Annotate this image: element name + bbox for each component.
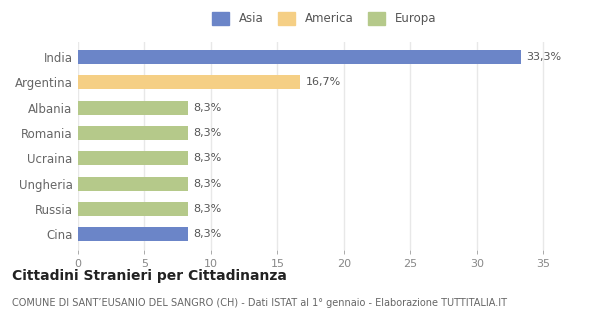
Bar bbox=[78, 126, 188, 140]
Text: Cittadini Stranieri per Cittadinanza: Cittadini Stranieri per Cittadinanza bbox=[12, 269, 287, 283]
Text: 33,3%: 33,3% bbox=[526, 52, 561, 62]
Text: 8,3%: 8,3% bbox=[194, 204, 222, 214]
Bar bbox=[78, 100, 188, 115]
Bar bbox=[78, 151, 188, 165]
Text: 8,3%: 8,3% bbox=[194, 153, 222, 163]
Bar bbox=[78, 75, 300, 89]
Legend: Asia, America, Europa: Asia, America, Europa bbox=[209, 10, 439, 28]
Text: 8,3%: 8,3% bbox=[194, 229, 222, 239]
Text: COMUNE DI SANT’EUSANIO DEL SANGRO (CH) - Dati ISTAT al 1° gennaio - Elaborazione: COMUNE DI SANT’EUSANIO DEL SANGRO (CH) -… bbox=[12, 298, 507, 308]
Text: 16,7%: 16,7% bbox=[305, 77, 341, 87]
Bar bbox=[78, 228, 188, 241]
Text: 8,3%: 8,3% bbox=[194, 128, 222, 138]
Bar bbox=[78, 177, 188, 191]
Text: 8,3%: 8,3% bbox=[194, 179, 222, 189]
Text: 8,3%: 8,3% bbox=[194, 102, 222, 113]
Bar bbox=[78, 202, 188, 216]
Bar bbox=[78, 50, 521, 64]
